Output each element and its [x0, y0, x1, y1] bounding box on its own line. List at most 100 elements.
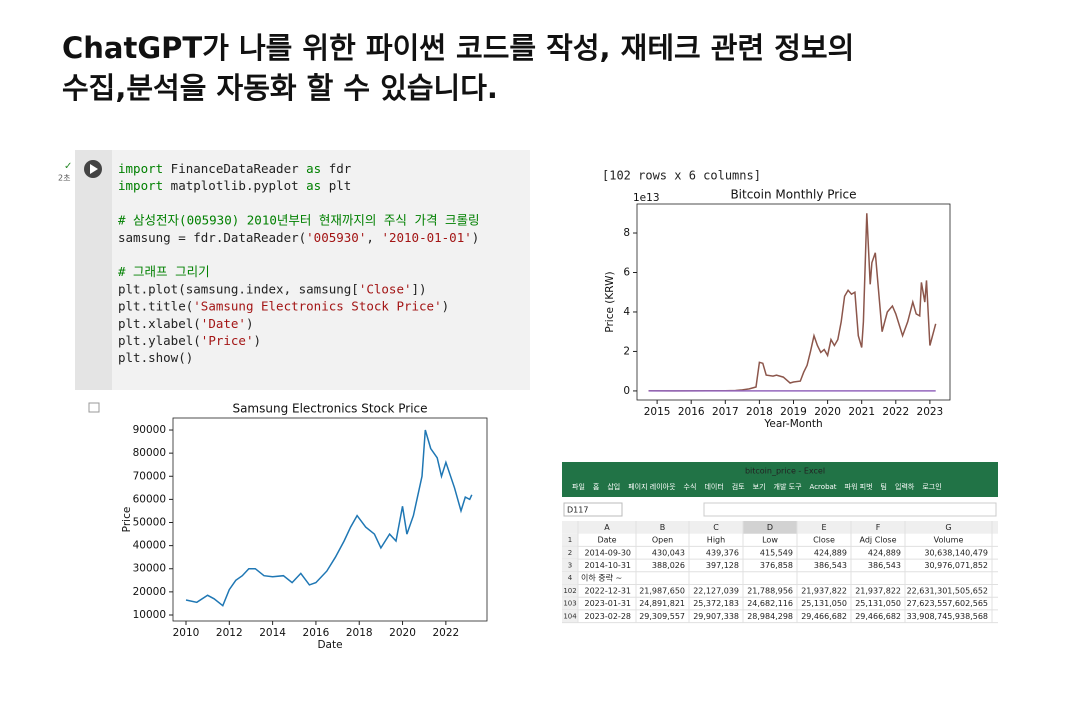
- ribbon-tab[interactable]: 보기: [753, 482, 766, 491]
- ribbon-tab[interactable]: 파일: [572, 482, 585, 491]
- cell: High: [707, 536, 725, 545]
- row-header: [562, 533, 578, 547]
- ribbon-tab[interactable]: 파워 피벗: [845, 482, 873, 491]
- line-series: [648, 213, 937, 392]
- cell: 30,638,140,479: [924, 548, 988, 557]
- code-token: samsung = fdr.DataReader(: [118, 229, 306, 244]
- ribbon-tab[interactable]: 페이지 레이아웃: [628, 482, 676, 491]
- cell: 439,376: [706, 548, 739, 557]
- cell: 386,543: [814, 561, 847, 570]
- slide-title: ChatGPT가 나를 위한 파이썬 코드를 작성, 재테크 관련 정보의: [62, 31, 854, 65]
- check-icon: ✓: [64, 161, 72, 172]
- row-header: [562, 597, 578, 610]
- ribbon-tab[interactable]: 팀: [881, 483, 887, 491]
- x-tick-label: 2022: [432, 627, 459, 639]
- cell: 388,026: [652, 561, 685, 570]
- cell: 이하 중략 ~: [581, 573, 622, 583]
- cell: 21,937,822: [855, 586, 901, 595]
- ribbon-tab[interactable]: 로그인: [922, 482, 941, 491]
- ribbon-tab[interactable]: 검토: [732, 483, 745, 491]
- cell: 24,891,821: [639, 599, 685, 608]
- code-cell: [75, 150, 530, 390]
- code-token: ): [246, 315, 254, 330]
- code-token: fdr: [321, 161, 352, 176]
- cell: 386,543: [868, 561, 901, 570]
- ribbon-tab[interactable]: Acrobat: [810, 483, 837, 491]
- cell: 33,908,745,938,568: [907, 612, 988, 621]
- y-tick-label: 90000: [133, 424, 166, 436]
- y-tick-label: 4: [623, 306, 630, 318]
- x-tick-label: 2018: [746, 406, 773, 418]
- x-tick-label: 2016: [303, 627, 330, 639]
- ribbon-tab[interactable]: 삽입: [607, 482, 620, 491]
- cell: 22,631,301,505,652: [907, 586, 988, 595]
- y-tick-label: 8: [623, 227, 630, 239]
- cell: 2014-10-31: [585, 561, 632, 570]
- output-note: [102 rows x 6 columns]: [602, 169, 761, 183]
- code-line: samsung = fdr.DataReader('005930', '2010…: [118, 229, 479, 244]
- chart-title: Bitcoin Monthly Price: [730, 188, 856, 202]
- row-header: [562, 584, 578, 598]
- y-tick-label: 60000: [133, 493, 166, 505]
- column-header: E: [821, 523, 826, 532]
- cell: 415,549: [760, 548, 793, 557]
- chart-title: Samsung Electronics Stock Price: [232, 402, 427, 416]
- code-token: '005930': [306, 229, 366, 244]
- cell: 2023-02-28: [585, 612, 632, 621]
- x-tick-label: 2010: [173, 627, 200, 639]
- code-token: plt.plot(samsung.index, samsung[: [118, 281, 359, 296]
- name-box: [563, 502, 623, 517]
- cell: 424,889: [814, 548, 847, 557]
- code-token: plt.show(): [118, 350, 193, 365]
- row-number: 104: [563, 612, 577, 620]
- row-number: 3: [568, 561, 572, 569]
- y-tick-label: 40000: [133, 540, 166, 552]
- column-header: C: [713, 523, 719, 532]
- code-token: plt.title(: [118, 298, 193, 313]
- ribbon-tab[interactable]: 개발 도구: [774, 482, 803, 491]
- ribbon-tab[interactable]: 수식: [684, 482, 697, 491]
- code-token: import: [118, 161, 163, 176]
- code-token: 'Date': [201, 315, 246, 330]
- x-tick-label: 2016: [678, 406, 705, 418]
- cell: 2023-01-31: [585, 599, 632, 608]
- column-header: A: [604, 523, 610, 532]
- column-header: B: [660, 523, 666, 532]
- row-number: 102: [563, 587, 576, 595]
- output-icon: [88, 402, 100, 413]
- code-token: ): [442, 298, 450, 313]
- cell-gutter: [75, 150, 112, 390]
- cell: Volume: [934, 536, 964, 545]
- cell: Low: [762, 536, 778, 545]
- code-line: import matplotlib.pyplot as plt: [118, 178, 351, 193]
- ribbon-tab[interactable]: 데이터: [704, 482, 723, 491]
- y-axis-label: Price: [121, 507, 133, 533]
- code-token: ): [253, 333, 261, 348]
- code-token: import: [118, 178, 163, 193]
- run-time: 2초: [58, 174, 70, 183]
- row-number: 103: [563, 600, 576, 608]
- y-tick-label: 70000: [133, 470, 166, 482]
- cell: Open: [652, 536, 673, 545]
- code-line: plt.show(): [118, 350, 193, 365]
- y-tick-label: 50000: [133, 517, 166, 529]
- row-number: 4: [568, 574, 573, 582]
- column-header: F: [876, 523, 881, 532]
- charts: 2010 2012 2014 2016 2018 2020 2022100002000030…: [121, 188, 951, 651]
- cell: 25,131,050: [855, 599, 901, 608]
- ribbon-tab[interactable]: 입력하: [895, 482, 915, 491]
- x-axis-label: Date: [317, 639, 342, 651]
- cell: 21,937,822: [801, 586, 847, 595]
- cell: 29,466,682: [855, 612, 901, 621]
- cell: 29,907,338: [693, 612, 739, 621]
- cell: 2014-09-30: [585, 548, 632, 557]
- ribbon-tab[interactable]: 홈: [593, 482, 600, 491]
- cell: 25,372,183: [693, 599, 739, 608]
- run-icon: [90, 164, 98, 174]
- y-tick-label: 30000: [133, 563, 166, 575]
- code-token: ]): [412, 281, 427, 296]
- code-token: plt: [321, 178, 351, 193]
- code-line: # 삼성전자(005930) 2010년부터 현재까지의 주식 가격 크롤링: [118, 212, 480, 227]
